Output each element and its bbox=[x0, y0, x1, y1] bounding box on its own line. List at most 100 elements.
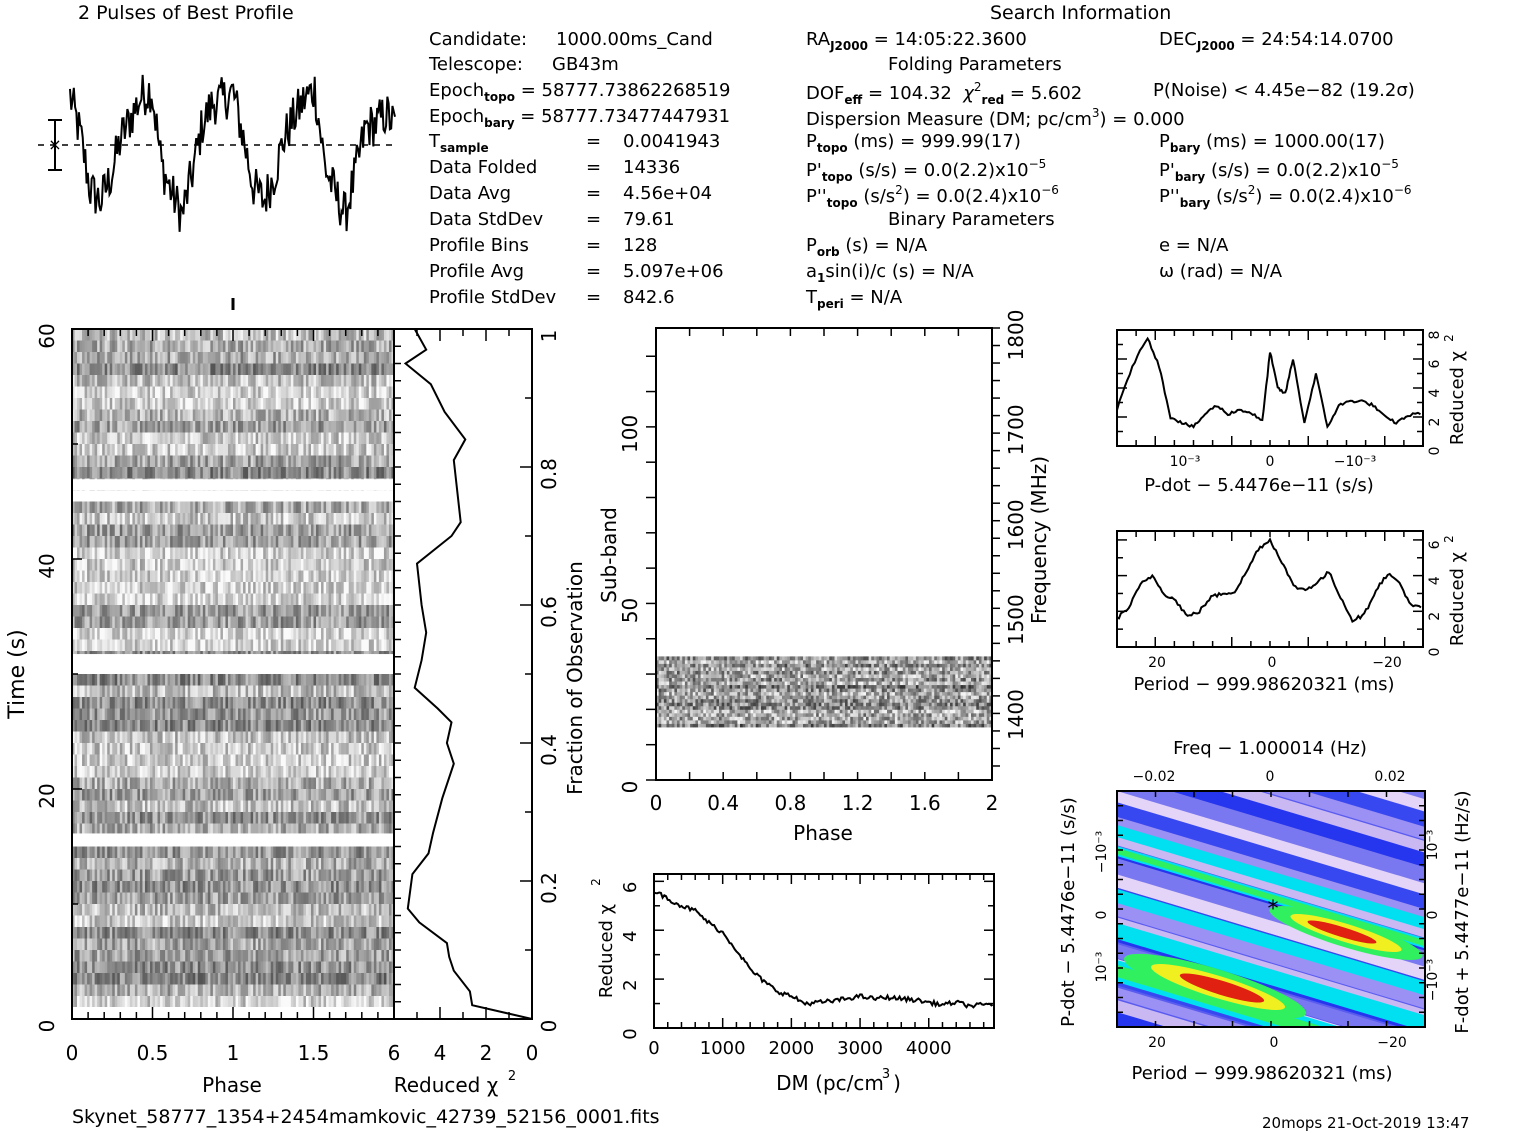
heatmap-cell bbox=[84, 363, 88, 376]
heatmap-cell bbox=[210, 409, 214, 422]
heatmap-cell bbox=[373, 398, 377, 410]
heatmap-cell bbox=[89, 329, 93, 341]
heatmap-cell bbox=[119, 352, 123, 364]
heatmap-cell bbox=[381, 421, 385, 433]
heatmap-cell bbox=[142, 409, 146, 422]
heatmap-cell bbox=[351, 352, 355, 364]
heatmap-cell bbox=[245, 398, 249, 410]
heatmap-cell bbox=[142, 432, 146, 445]
heatmap-cell bbox=[270, 375, 274, 387]
heatmap-cell bbox=[333, 375, 337, 387]
heatmap-cell bbox=[371, 363, 375, 376]
heatmap-cell bbox=[295, 375, 299, 387]
heatmap-cell bbox=[92, 363, 96, 376]
heatmap-cell bbox=[373, 363, 377, 376]
heatmap-cell bbox=[97, 375, 101, 387]
heatmap-cell bbox=[109, 386, 113, 399]
heatmap-cell bbox=[137, 329, 141, 341]
heatmap-cell bbox=[210, 363, 214, 376]
heatmap-cell bbox=[300, 329, 304, 341]
epoch-topo-row: Epochtopo = 58777.7386226851​9 bbox=[429, 80, 730, 104]
heatmap-cell bbox=[348, 340, 352, 353]
heatmap-cell bbox=[200, 398, 204, 410]
heatmap-cell bbox=[227, 386, 231, 399]
heatmap-cell bbox=[333, 386, 337, 399]
heatmap-cell bbox=[386, 398, 390, 410]
heatmap-cell bbox=[343, 421, 347, 433]
heatmap-cell bbox=[149, 398, 153, 410]
heatmap-cell bbox=[132, 352, 136, 364]
heatmap-cell bbox=[109, 421, 113, 433]
heatmap-cell bbox=[278, 329, 282, 341]
pd-bary-value: (s/s) = 0.0(2.2)x10 bbox=[1210, 160, 1382, 181]
heatmap-cell bbox=[84, 409, 88, 422]
heatmap-cell bbox=[341, 398, 345, 410]
heatmap-cell bbox=[142, 363, 146, 376]
heatmap-cell bbox=[323, 329, 327, 341]
profile-title: 2 Pulses of Best Profile bbox=[78, 2, 294, 24]
heatmap-cell bbox=[190, 409, 194, 422]
heatmap-cell bbox=[250, 329, 254, 341]
heatmap-cell bbox=[220, 409, 224, 422]
heatmap-cell bbox=[233, 409, 237, 422]
heatmap-cell bbox=[215, 375, 219, 387]
heatmap-cell bbox=[139, 409, 143, 422]
heatmap-cell bbox=[278, 421, 282, 433]
heatmap-cell bbox=[157, 340, 161, 353]
heatmap-cell bbox=[124, 363, 128, 376]
heatmap-cell bbox=[157, 329, 161, 341]
heatmap-cell bbox=[202, 340, 206, 353]
pd-topo-label: P' bbox=[806, 160, 822, 181]
heatmap-cell bbox=[187, 375, 191, 387]
heatmap-cell bbox=[346, 386, 350, 399]
heatmap-cell bbox=[132, 386, 136, 399]
heatmap-cell bbox=[187, 386, 191, 399]
heatmap-cell bbox=[157, 432, 161, 445]
heatmap-cell bbox=[366, 363, 370, 376]
heatmap-cell bbox=[172, 340, 176, 353]
heatmap-cell bbox=[162, 363, 166, 376]
pdd-topo-sub: topo bbox=[826, 196, 858, 210]
heatmap-cell bbox=[74, 329, 78, 341]
heatmap-cell bbox=[99, 352, 103, 364]
heatmap-cell bbox=[82, 432, 86, 445]
heatmap-cell bbox=[328, 386, 332, 399]
heatmap-cell bbox=[368, 329, 372, 341]
heatmap-cell bbox=[260, 329, 264, 341]
heatmap-cell bbox=[89, 352, 93, 364]
heatmap-cell bbox=[293, 398, 297, 410]
heatmap-cell bbox=[391, 363, 395, 376]
heatmap-cell bbox=[308, 386, 312, 399]
heatmap-cell bbox=[240, 409, 244, 422]
heatmap-cell bbox=[343, 340, 347, 353]
heatmap-cell bbox=[273, 398, 277, 410]
heatmap-cell bbox=[137, 340, 141, 353]
heatmap-cell bbox=[180, 352, 184, 364]
heatmap-cell bbox=[265, 386, 269, 399]
chi-sub: red bbox=[981, 93, 1005, 107]
heatmap-cell bbox=[356, 421, 360, 433]
heatmap-cell bbox=[321, 375, 325, 387]
heatmap-cell bbox=[92, 375, 96, 387]
pdd-topo-sup: 2 bbox=[895, 183, 903, 197]
heatmap-cell bbox=[217, 363, 221, 376]
heatmap-cell bbox=[263, 409, 267, 422]
heatmap-cell bbox=[288, 340, 292, 353]
heatmap-cell bbox=[129, 421, 133, 433]
heatmap-cell bbox=[104, 340, 108, 353]
heatmap-cell bbox=[107, 421, 111, 433]
heatmap-cell bbox=[129, 363, 133, 376]
heatmap-cell bbox=[109, 352, 113, 364]
heatmap-cell bbox=[250, 421, 254, 433]
heatmap-cell bbox=[298, 421, 302, 433]
search-info-title: Search Information bbox=[990, 2, 1172, 24]
heatmap-cell bbox=[220, 329, 224, 341]
heatmap-cell bbox=[275, 421, 279, 433]
heatmap-cell bbox=[212, 329, 216, 341]
heatmap-cell bbox=[170, 375, 174, 387]
heatmap-cell bbox=[112, 375, 116, 387]
heatmap-cell bbox=[273, 421, 277, 433]
heatmap-cell bbox=[147, 432, 151, 445]
heatmap-cell bbox=[84, 352, 88, 364]
heatmap-cell bbox=[388, 375, 392, 387]
